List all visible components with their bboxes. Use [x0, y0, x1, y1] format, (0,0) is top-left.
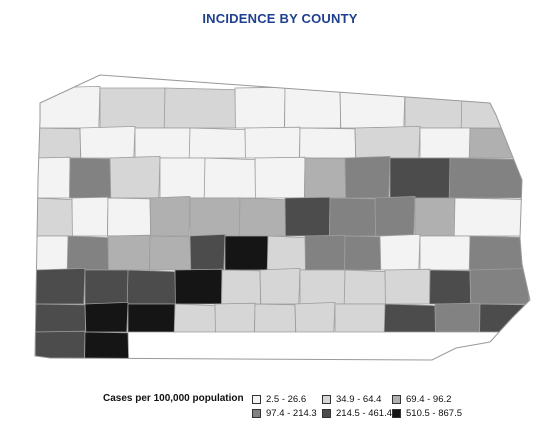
county-region [344, 235, 382, 271]
county-region [294, 301, 336, 333]
county-region [134, 127, 191, 159]
county-region [389, 157, 451, 199]
county-region [84, 331, 130, 360]
legend-item: 2.5 - 26.6 [252, 392, 306, 406]
legend-item: 510.5 - 867.5 [392, 406, 462, 420]
county-region [159, 157, 206, 199]
legend-range: 34.9 - 64.4 [336, 393, 382, 405]
county-region [189, 233, 226, 271]
legend-swatch [322, 408, 331, 418]
county-region [127, 303, 176, 333]
legend-range: 2.5 - 26.6 [266, 393, 307, 405]
county-region [329, 197, 377, 237]
county-region [35, 85, 101, 129]
legend: Cases per 100,000 population 2.5 - 26.6 … [0, 392, 560, 424]
county-region [214, 302, 256, 333]
county-region [448, 157, 530, 199]
county-region [254, 156, 306, 199]
county-region [71, 196, 109, 237]
county-region [414, 197, 456, 237]
county-region [189, 197, 241, 237]
legend-item: 69.4 - 96.2 [392, 392, 451, 406]
legend-range: 69.4 - 96.2 [406, 393, 452, 405]
county-region [35, 303, 87, 333]
county-region [174, 268, 223, 305]
county-region [299, 127, 357, 159]
county-region [469, 267, 530, 305]
county-region [244, 126, 301, 159]
county-region [35, 267, 86, 305]
county-region [163, 87, 237, 129]
county-region [379, 233, 421, 271]
county-region [419, 127, 471, 159]
county-region [84, 301, 129, 333]
county-region [429, 269, 472, 305]
county-region [35, 235, 69, 271]
legend-swatch [322, 394, 331, 404]
legend-range: 214.5 - 461.4 [336, 407, 392, 419]
pennsylvania-county-map [34, 74, 531, 361]
county-region [383, 303, 437, 333]
legend-swatch [252, 408, 261, 418]
county-region [107, 197, 152, 237]
legend-item: 34.9 - 64.4 [322, 392, 381, 406]
state-outline [34, 74, 531, 361]
legend-swatch [392, 394, 401, 404]
county-region [434, 302, 481, 333]
map-title: INCIDENCE BY COUNTY [202, 11, 358, 26]
legend-label: Cases per 100,000 population [103, 393, 244, 404]
legend-item: 97.4 - 214.3 [252, 406, 317, 420]
county-region [344, 155, 391, 199]
county-region [234, 86, 286, 129]
legend-range: 510.5 - 867.5 [406, 407, 462, 419]
county-region [460, 87, 530, 129]
county-region [299, 269, 346, 305]
county-region [224, 235, 269, 271]
county-region [354, 125, 421, 159]
county-region [69, 157, 112, 199]
county-region [126, 269, 177, 305]
legend-range: 97.4 - 214.3 [266, 407, 317, 419]
county-region [203, 157, 257, 199]
county-region [304, 157, 347, 199]
county-region [188, 127, 247, 159]
legend-item: 214.5 - 461.4 [322, 406, 392, 420]
county-region [35, 197, 74, 237]
county-region [284, 196, 331, 237]
county-region [384, 268, 431, 305]
county-region [304, 234, 346, 271]
county-region [374, 195, 416, 237]
county-region [259, 267, 301, 305]
county-region [66, 235, 110, 271]
county-region [173, 303, 217, 333]
county-region [468, 127, 530, 159]
county-region [404, 87, 463, 129]
county-region [238, 197, 287, 237]
county-region [284, 87, 342, 129]
legend-swatch [252, 394, 261, 404]
legend-swatch [392, 408, 401, 418]
county-region [35, 330, 86, 360]
county-region [149, 195, 191, 237]
county-region [221, 269, 262, 305]
county-region [334, 303, 386, 333]
county-region [79, 125, 136, 159]
county-region [149, 235, 192, 271]
county-region [109, 155, 161, 199]
county-region [35, 156, 71, 199]
county-region [99, 87, 166, 129]
county-region [266, 235, 307, 271]
county-region [468, 235, 530, 271]
county-region [84, 269, 129, 305]
county-region [479, 303, 530, 333]
county-region [419, 235, 471, 271]
county-region [107, 234, 151, 271]
county-region [254, 303, 297, 333]
county-region [453, 197, 530, 237]
county-region [35, 127, 82, 159]
county-region [343, 269, 387, 305]
